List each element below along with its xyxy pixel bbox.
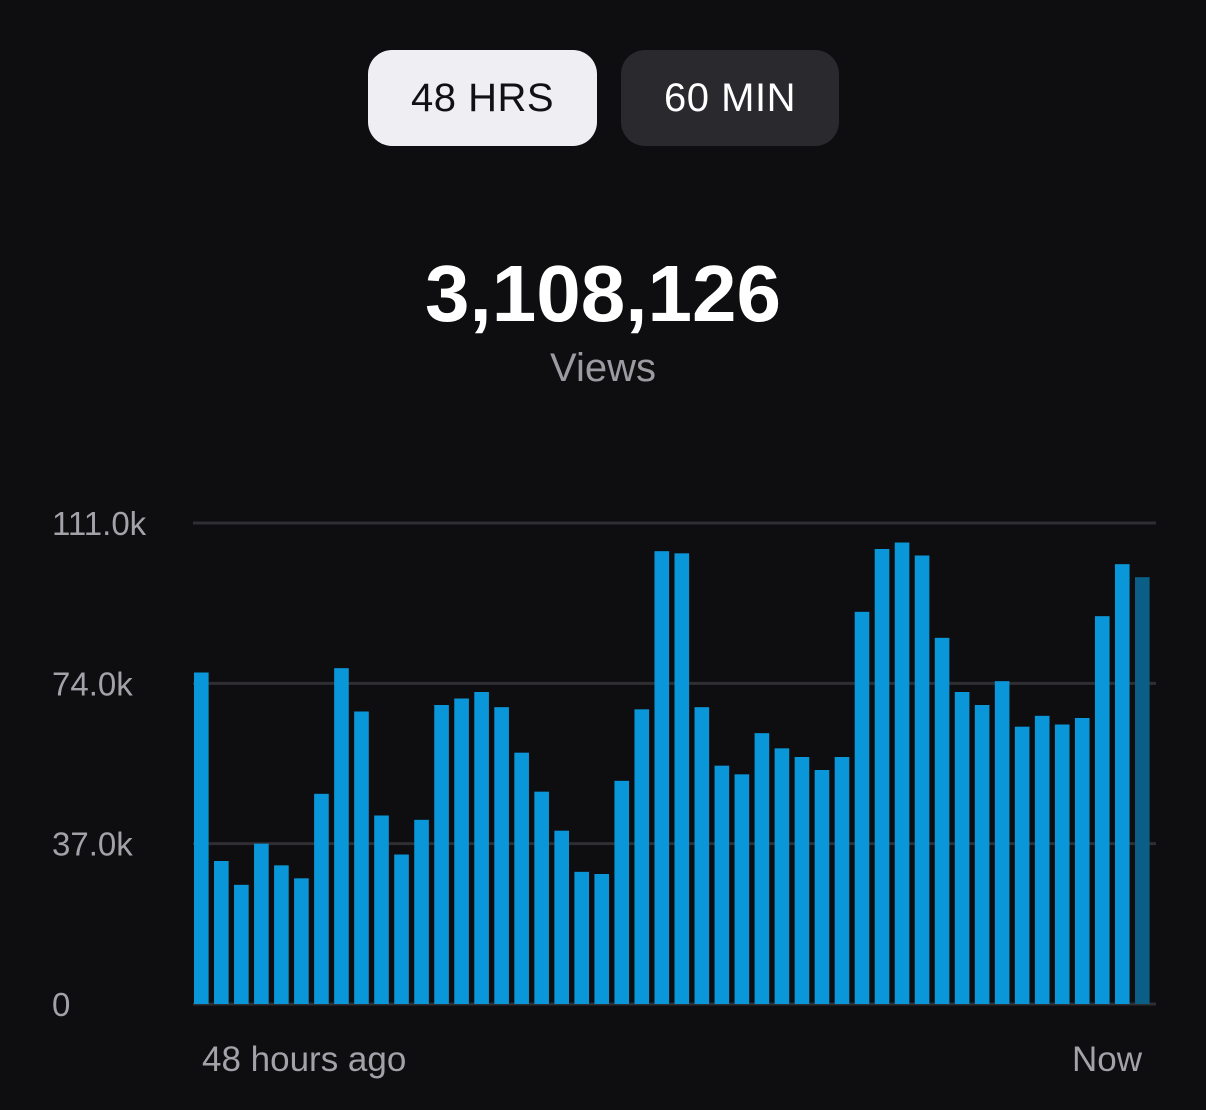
bar[interactable]	[1034, 715, 1050, 1004]
total-views-label: Views	[550, 346, 656, 390]
bar[interactable]	[454, 698, 469, 1005]
bar[interactable]	[854, 611, 870, 1004]
bar[interactable]	[514, 752, 529, 1004]
bar[interactable]	[974, 705, 990, 1004]
bar[interactable]	[314, 793, 329, 1004]
y-tick-label: 37.0k	[52, 826, 133, 863]
bar[interactable]	[694, 707, 710, 1004]
y-tick-label: 111.0k	[52, 505, 147, 542]
bar[interactable]	[714, 765, 730, 1004]
bar[interactable]	[494, 707, 509, 1004]
time-range-toggle: 48 HRS 60 MIN	[368, 50, 839, 146]
bar[interactable]	[554, 830, 569, 1004]
bar[interactable]	[814, 770, 830, 1004]
bar[interactable]	[1094, 616, 1110, 1004]
bar[interactable]	[254, 843, 269, 1004]
x-axis-end-label: Now	[1071, 1040, 1142, 1079]
bar[interactable]	[874, 549, 890, 1004]
x-axis-start-label: 48 hours ago	[202, 1040, 407, 1079]
bar[interactable]	[474, 692, 489, 1004]
bar[interactable]	[994, 681, 1010, 1004]
bar[interactable]	[914, 555, 930, 1005]
bar[interactable]	[594, 874, 610, 1004]
bar[interactable]	[274, 865, 289, 1004]
bar[interactable]	[894, 542, 910, 1005]
bar[interactable]	[834, 757, 850, 1004]
bar[interactable]	[414, 819, 429, 1004]
bar[interactable]	[374, 815, 389, 1005]
bar[interactable]	[794, 757, 810, 1004]
bar[interactable]	[734, 774, 750, 1004]
bar[interactable]	[534, 791, 549, 1004]
bar[interactable]	[574, 871, 590, 1004]
bar[interactable]	[774, 748, 790, 1004]
bar[interactable]	[1074, 718, 1090, 1004]
bar[interactable]	[394, 854, 409, 1005]
bar[interactable]	[634, 709, 650, 1004]
bar[interactable]	[354, 711, 369, 1005]
total-views-value: 3,108,126	[425, 249, 781, 338]
bar[interactable]	[434, 705, 449, 1004]
y-tick-label: 0	[52, 986, 70, 1020]
bar[interactable]	[294, 878, 309, 1004]
bar[interactable]	[334, 668, 349, 1004]
bar[interactable]	[654, 551, 670, 1004]
bar[interactable]	[1114, 564, 1130, 1004]
bar[interactable]	[934, 637, 950, 1004]
y-tick-label: 74.0k	[52, 665, 133, 702]
bar[interactable]	[614, 780, 630, 1004]
bar[interactable]	[674, 553, 690, 1004]
bar[interactable]	[1054, 724, 1070, 1005]
bar[interactable]	[214, 861, 229, 1004]
range-48-hrs-button[interactable]: 48 HRS	[368, 50, 597, 146]
views-bar-chart: 0 37.0k 74.0k 111.0k	[52, 505, 1156, 1020]
bar[interactable]	[1014, 726, 1030, 1004]
bar-current-hour[interactable]	[1134, 577, 1150, 1004]
bar[interactable]	[954, 692, 970, 1004]
bar[interactable]	[234, 884, 249, 1004]
range-60-min-button[interactable]: 60 MIN	[621, 50, 839, 146]
bar[interactable]	[194, 672, 209, 1005]
bar[interactable]	[754, 733, 770, 1004]
